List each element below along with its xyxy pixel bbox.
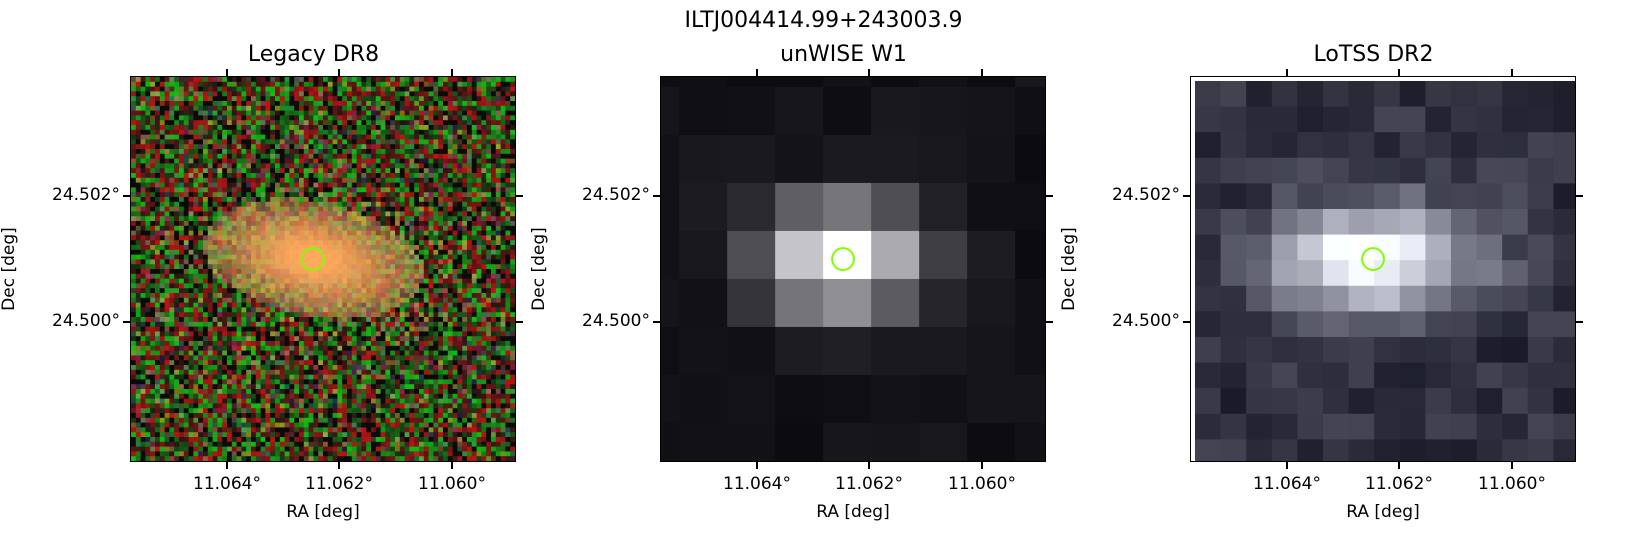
x-tick-label: 11.064° bbox=[723, 474, 791, 494]
x-tick-mark bbox=[868, 462, 870, 469]
y-tick-label: 24.502° bbox=[1112, 185, 1180, 205]
y-tick-mark bbox=[123, 321, 130, 323]
x-axis-label: RA [deg] bbox=[816, 502, 890, 522]
y-tick-mark bbox=[1183, 321, 1190, 323]
y-tick-mark bbox=[516, 195, 523, 197]
x-tick-label: 11.062° bbox=[305, 474, 373, 494]
x-tick-mark bbox=[756, 69, 758, 76]
y-tick-mark bbox=[653, 321, 660, 323]
x-axis-label: RA [deg] bbox=[286, 502, 360, 522]
x-tick-mark bbox=[1286, 69, 1288, 76]
x-tick-mark bbox=[226, 462, 228, 469]
x-tick-mark bbox=[226, 69, 228, 76]
image-axes bbox=[130, 76, 516, 462]
y-tick-mark bbox=[123, 195, 130, 197]
x-tick-mark bbox=[1286, 462, 1288, 469]
panel-title: LoTSS DR2 bbox=[1313, 42, 1434, 67]
x-tick-label: 11.060° bbox=[1478, 474, 1546, 494]
x-tick-label: 11.064° bbox=[193, 474, 261, 494]
x-tick-mark bbox=[451, 462, 453, 469]
x-tick-mark bbox=[868, 69, 870, 76]
x-tick-label: 11.060° bbox=[418, 474, 486, 494]
y-axis-label: Dec [deg] bbox=[1059, 227, 1079, 311]
y-tick-mark bbox=[1183, 195, 1190, 197]
y-tick-mark bbox=[1576, 195, 1583, 197]
x-tick-mark bbox=[1398, 69, 1400, 76]
x-tick-label: 11.064° bbox=[1253, 474, 1321, 494]
x-tick-label: 11.060° bbox=[948, 474, 1016, 494]
y-tick-mark bbox=[1046, 321, 1053, 323]
x-tick-mark bbox=[338, 462, 340, 469]
y-tick-mark bbox=[1576, 321, 1583, 323]
x-tick-mark bbox=[1511, 69, 1513, 76]
figure-title: ILTJ004414.99+243003.9 bbox=[684, 8, 963, 33]
y-tick-mark bbox=[1046, 195, 1053, 197]
panel-unwise: unWISE W1 bbox=[530, 0, 1050, 539]
panel-title: unWISE W1 bbox=[780, 42, 907, 67]
y-tick-label: 24.500° bbox=[582, 311, 650, 331]
x-tick-mark bbox=[338, 69, 340, 76]
x-tick-mark bbox=[756, 462, 758, 469]
y-tick-label: 24.502° bbox=[582, 185, 650, 205]
y-tick-label: 24.500° bbox=[1112, 311, 1180, 331]
lotss-image bbox=[1194, 80, 1575, 461]
panel-lotss: LoTSS DR2 bbox=[1060, 0, 1580, 539]
x-tick-mark bbox=[1511, 462, 1513, 469]
x-tick-label: 11.062° bbox=[1365, 474, 1433, 494]
unwise-image bbox=[661, 77, 1045, 461]
image-axes bbox=[1190, 76, 1576, 462]
image-axes bbox=[660, 76, 1046, 462]
panel-legacy: Legacy DR8 bbox=[0, 0, 520, 539]
x-tick-label: 11.062° bbox=[835, 474, 903, 494]
y-tick-label: 24.500° bbox=[52, 311, 120, 331]
x-tick-mark bbox=[981, 462, 983, 469]
panel-title: Legacy DR8 bbox=[247, 42, 380, 67]
x-tick-mark bbox=[981, 69, 983, 76]
y-axis-label: Dec [deg] bbox=[0, 227, 19, 311]
x-tick-mark bbox=[451, 69, 453, 76]
y-tick-label: 24.502° bbox=[52, 185, 120, 205]
source-marker bbox=[831, 247, 855, 271]
y-tick-mark bbox=[516, 321, 523, 323]
y-axis-label: Dec [deg] bbox=[529, 227, 549, 311]
x-tick-mark bbox=[1398, 462, 1400, 469]
y-tick-mark bbox=[653, 195, 660, 197]
source-marker bbox=[1361, 247, 1385, 271]
x-axis-label: RA [deg] bbox=[1346, 502, 1420, 522]
legacy-image bbox=[131, 77, 515, 461]
source-marker bbox=[301, 247, 325, 271]
